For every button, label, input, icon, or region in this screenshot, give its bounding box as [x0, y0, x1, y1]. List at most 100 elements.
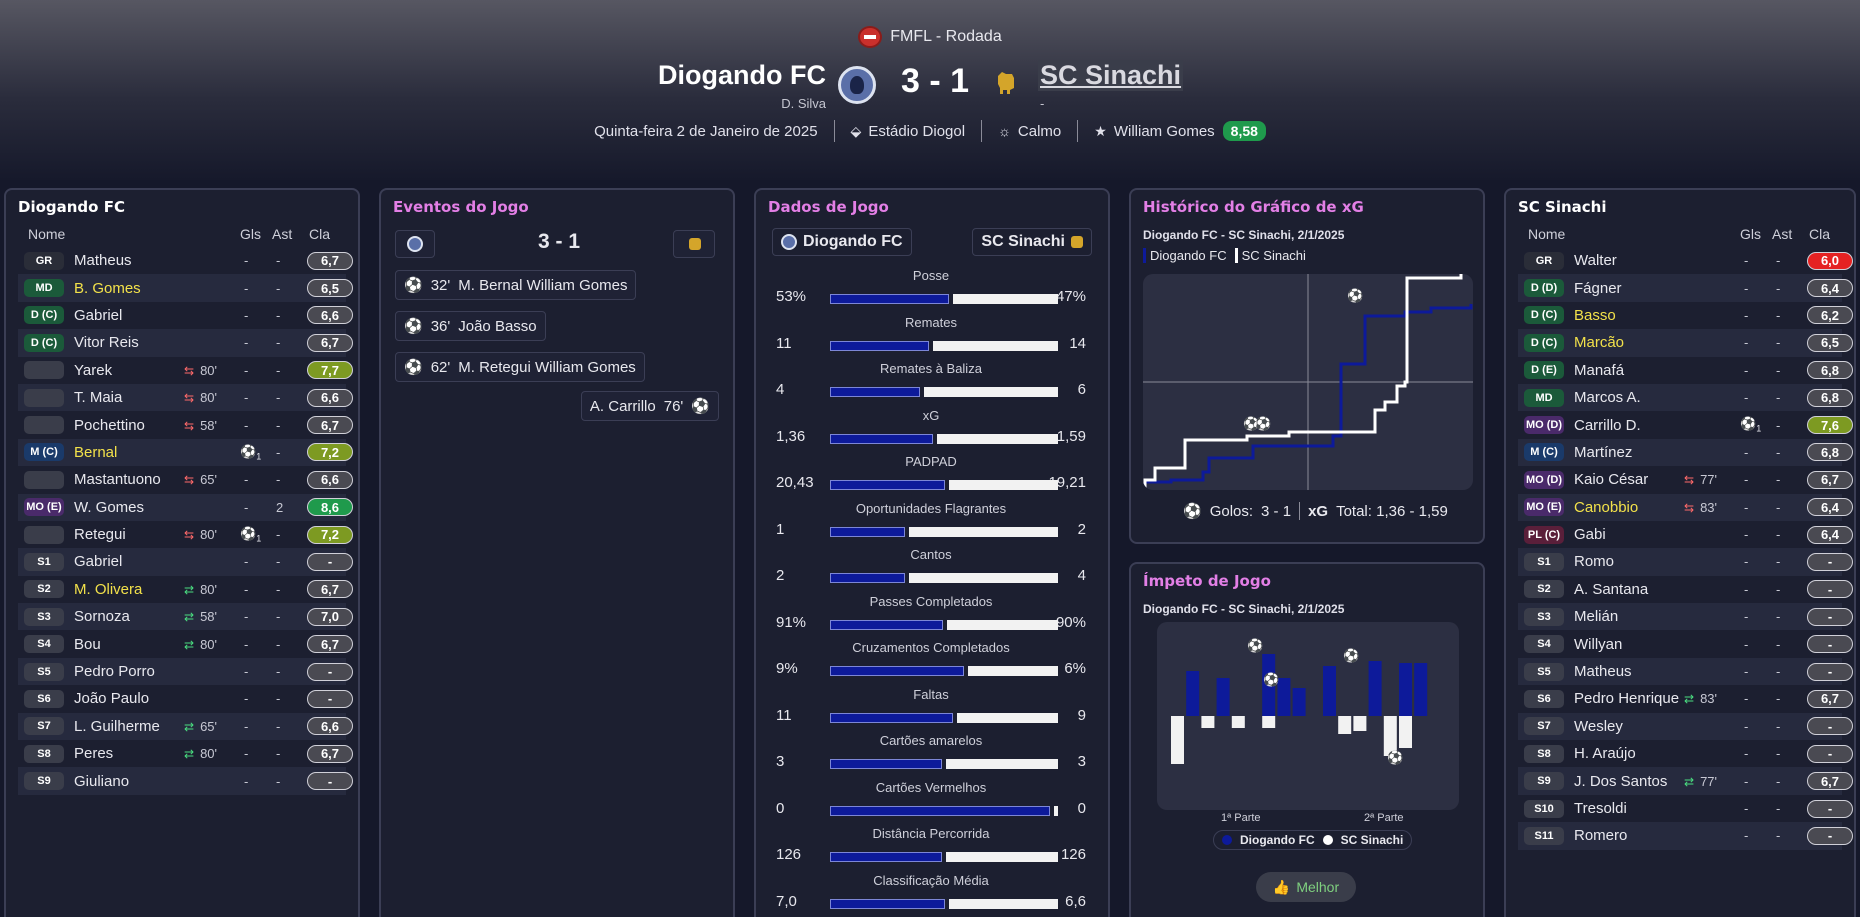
player-name[interactable]: Sornoza — [74, 608, 130, 626]
header-assists[interactable]: Ast — [272, 226, 293, 242]
header-name[interactable]: Nome — [28, 226, 66, 242]
rating-badge[interactable]: 6,6 — [307, 388, 353, 407]
player-row[interactable]: S5 Pedro Porro - - - — [18, 657, 353, 686]
rating-badge[interactable]: 8,6 — [307, 498, 353, 517]
stat-row[interactable]: Oportunidades Flagrantes 1 2 — [766, 501, 1096, 547]
player-name[interactable]: Tresoldi — [1574, 800, 1627, 817]
player-row[interactable]: S7 Wesley - - - — [1518, 712, 1853, 741]
player-name[interactable]: Mastantuono — [74, 471, 161, 489]
player-row[interactable]: S3 Melián - - - — [1518, 603, 1853, 631]
player-name[interactable]: Retegui — [74, 526, 126, 544]
player-row[interactable]: S3 Sornoza ⇄ 58' - - 7,0 — [18, 603, 353, 631]
player-name[interactable]: Romo — [1574, 553, 1615, 571]
player-name[interactable]: Marcos A. — [1574, 389, 1641, 407]
rating-badge[interactable]: 6,7 — [1807, 689, 1853, 708]
rating-badge[interactable]: 6,6 — [307, 470, 353, 489]
rating-badge[interactable]: - — [307, 689, 353, 708]
rating-badge[interactable]: 6,7 — [307, 580, 353, 599]
rating-badge[interactable]: - — [1807, 607, 1853, 626]
player-row[interactable]: D (D) Fágner - - 6,4 — [1518, 274, 1853, 302]
legend-away[interactable]: SC Sinachi — [1340, 833, 1404, 847]
player-name[interactable]: João Paulo — [74, 690, 150, 708]
rating-badge[interactable]: 7,7 — [307, 361, 353, 380]
player-name[interactable]: Willyan — [1574, 635, 1623, 653]
player-name[interactable]: Giuliano — [74, 772, 130, 790]
stat-row[interactable]: Remates 11 14 — [766, 315, 1096, 361]
away-team-name[interactable]: SC Sinachi — [1038, 60, 1184, 91]
rating-badge[interactable]: 6,0 — [1807, 251, 1853, 270]
rating-badge[interactable]: - — [1807, 826, 1853, 845]
player-name[interactable]: Matheus — [74, 252, 132, 270]
rating-badge[interactable]: 6,8 — [1807, 443, 1853, 462]
player-row[interactable]: GR Matheus - - 6,7 — [18, 247, 353, 274]
player-row[interactable]: D (C) Vitor Reis - - 6,7 — [18, 329, 353, 357]
stat-row[interactable]: Remates à Baliza 4 6 — [766, 361, 1096, 407]
player-name[interactable]: J. Dos Santos — [1574, 772, 1668, 790]
rating-badge[interactable]: - — [1807, 662, 1853, 681]
player-name[interactable]: Melián — [1574, 608, 1619, 626]
player-name[interactable]: Kaio César — [1574, 471, 1649, 489]
rating-badge[interactable]: 6,7 — [1807, 772, 1853, 791]
player-row[interactable]: D (E) Manafá - - 6,8 — [1518, 357, 1853, 384]
rating-badge[interactable]: - — [307, 772, 353, 791]
stat-row[interactable]: Cartões Vermelhos 0 0 — [766, 780, 1096, 826]
stat-row[interactable]: PADPAD 20,43 19,21 — [766, 454, 1096, 500]
player-row[interactable]: S9 J. Dos Santos ⇄ 77' - - 6,7 — [1518, 767, 1853, 795]
player-row[interactable]: S1 Romo - - - — [1518, 548, 1853, 576]
player-row[interactable]: S8 Peres ⇄ 80' - - 6,7 — [18, 740, 353, 767]
player-row[interactable]: S1 Gabriel - - - — [18, 548, 353, 576]
player-row[interactable]: S6 Pedro Henrique ⇄ 83' - - 6,7 — [1518, 685, 1853, 712]
header-rating[interactable]: Cla — [1809, 226, 1831, 242]
player-row[interactable]: S11 Romero - - - — [1518, 822, 1853, 850]
player-row[interactable]: S9 Giuliano - - - — [18, 767, 353, 795]
rating-badge[interactable]: 6,8 — [1807, 388, 1853, 407]
player-row[interactable]: T. Maia ⇆ 80' - - 6,6 — [18, 383, 353, 412]
stat-row[interactable]: Distância Percorrida 126 126 — [766, 826, 1096, 872]
player-row[interactable]: S8 H. Araújo - - - — [1518, 740, 1853, 767]
rating-badge[interactable]: 6,4 — [1807, 525, 1853, 544]
rating-badge[interactable]: - — [1807, 799, 1853, 818]
rating-badge[interactable]: - — [1807, 552, 1853, 571]
player-name[interactable]: T. Maia — [74, 389, 123, 407]
event-goal-away[interactable]: A. Carrillo 76' ⚽ — [580, 391, 719, 421]
player-name[interactable]: Carrillo D. — [1574, 416, 1641, 434]
rating-badge[interactable]: 6,4 — [1807, 498, 1853, 517]
header-rating[interactable]: Cla — [309, 226, 331, 242]
player-row[interactable]: D (C) Marcão - - 6,5 — [1518, 329, 1853, 357]
legend-home[interactable]: Diogando FC — [1143, 248, 1227, 263]
player-row[interactable]: MD B. Gomes - - 6,5 — [18, 274, 353, 302]
player-name[interactable]: B. Gomes — [74, 279, 141, 297]
player-name[interactable]: A. Santana — [1574, 580, 1649, 598]
rating-badge[interactable]: 6,6 — [307, 717, 353, 736]
player-name[interactable]: L. Guilherme — [74, 717, 160, 735]
player-name[interactable]: Peres — [74, 745, 114, 763]
rating-badge[interactable]: 6,7 — [307, 744, 353, 763]
player-row[interactable]: S4 Willyan - - - — [1518, 630, 1853, 657]
rating-badge[interactable]: - — [1807, 635, 1853, 654]
player-name[interactable]: H. Araújo — [1574, 745, 1636, 763]
player-name[interactable]: Martínez — [1574, 443, 1633, 461]
header-goals[interactable]: Gls — [240, 226, 261, 242]
player-row[interactable]: D (C) Basso - - 6,2 — [1518, 302, 1853, 329]
home-team-name[interactable]: Diogando FC — [658, 60, 826, 90]
competition-name[interactable]: FMFL - Rodada — [890, 28, 1002, 45]
rating-badge[interactable]: - — [1807, 580, 1853, 599]
player-row[interactable]: M (C) Bernal ⚽1- 7,2 — [18, 438, 353, 467]
player-name[interactable]: Basso — [1574, 306, 1616, 324]
rating-badge[interactable]: - — [1807, 744, 1853, 763]
stat-row[interactable]: Passes Completados 91% 90% — [766, 594, 1096, 640]
player-name[interactable]: Pochettino — [74, 416, 145, 434]
player-name[interactable]: Wesley — [1574, 717, 1623, 735]
player-row[interactable]: S2 A. Santana - - - — [1518, 576, 1853, 603]
player-name[interactable]: Pedro Henrique — [1574, 690, 1680, 708]
player-row[interactable]: S5 Matheus - - - — [1518, 657, 1853, 686]
player-name[interactable]: Gabi — [1574, 526, 1606, 544]
rating-badge[interactable]: 6,8 — [1807, 361, 1853, 380]
rating-badge[interactable]: 6,2 — [1807, 306, 1853, 325]
player-name[interactable]: Pedro Porro — [74, 663, 155, 681]
player-row[interactable]: S10 Tresoldi - - - — [1518, 795, 1853, 822]
player-row[interactable]: MD Marcos A. - - 6,8 — [1518, 383, 1853, 412]
rating-badge[interactable]: 6,7 — [307, 635, 353, 654]
player-row[interactable]: S2 M. Olivera ⇄ 80' - - 6,7 — [18, 576, 353, 603]
player-row[interactable]: S4 Bou ⇄ 80' - - 6,7 — [18, 630, 353, 657]
